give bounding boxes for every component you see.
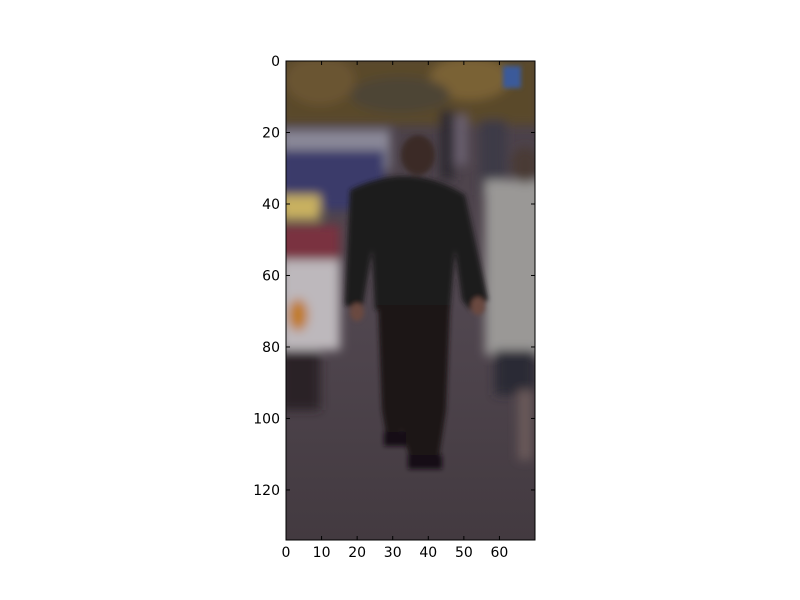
axes-frame — [285, 60, 536, 541]
y-tick-label: 0 — [271, 54, 280, 70]
x-tick-label: 0 — [282, 545, 291, 561]
x-tick-label: 10 — [313, 545, 331, 561]
x-tick-label: 40 — [419, 545, 437, 561]
x-tick-label: 50 — [455, 545, 473, 561]
y-tick-label: 80 — [262, 340, 280, 356]
x-tick-label: 30 — [384, 545, 402, 561]
y-tick-label: 60 — [262, 268, 280, 284]
y-tick-label: 20 — [262, 125, 280, 141]
y-tick-label: 120 — [253, 483, 280, 499]
y-tick-label: 40 — [262, 197, 280, 213]
x-tick-label: 60 — [491, 545, 509, 561]
photo-image — [286, 61, 535, 540]
x-tick-label: 20 — [348, 545, 366, 561]
y-tick-label: 100 — [253, 411, 280, 427]
